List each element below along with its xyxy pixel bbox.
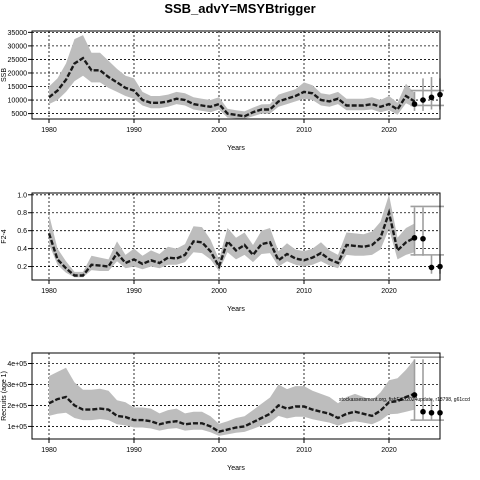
x-axis-title: Years — [227, 465, 245, 472]
y-axis-title: Recruits (age 1) — [1, 371, 8, 421]
y-tick-label: 0.2 — [17, 264, 27, 271]
x-tick-label: 2020 — [381, 447, 397, 454]
projection-point — [428, 409, 435, 416]
source-annotation: stockassessment.org, fishFit2/2024update… — [339, 397, 470, 403]
confidence-band — [49, 194, 415, 278]
y-tick-label: 35000 — [8, 30, 28, 37]
x-tick-label: 2000 — [211, 288, 227, 295]
y-tick-label: 2e+05 — [7, 403, 27, 410]
confidence-band — [49, 359, 415, 436]
ssb-panel: 1980 1990 2000 2010 2020 5000 10000 15000 20000 2… — [1, 30, 444, 152]
x-tick-label: 2000 — [211, 447, 227, 454]
projection-point — [411, 101, 418, 107]
estimate-line — [48, 56, 416, 118]
y-axis-title: SSB — [1, 68, 8, 82]
y-tick-label: 0.6 — [17, 228, 27, 235]
y-tick-label: 0.8 — [17, 210, 27, 217]
x-tick-label: 1990 — [126, 127, 142, 134]
y-tick-label: 5000 — [11, 111, 27, 118]
projection-point — [420, 408, 426, 415]
y-axis-title: F2-4 — [1, 229, 8, 244]
plot-frame — [31, 352, 441, 440]
plot-frame — [31, 192, 441, 281]
figure-title: SSB_advY=MSYBtrigger — [164, 1, 315, 16]
x-tick-label: 1980 — [41, 288, 57, 295]
x-tick-label: 1990 — [126, 288, 142, 295]
x-tick-label: 1980 — [41, 127, 57, 134]
fishing-mortality-panel: 1980 1990 2000 2010 2020 0.2 0.4 0.6 0.8 1.0 Years… — [1, 192, 444, 313]
y-tick-label: 25000 — [8, 57, 28, 64]
x-tick-label: 2010 — [296, 288, 312, 295]
plot-frame — [31, 30, 441, 120]
recruitment-panel: 1980 1990 2000 2010 2020 1e+05 2e+05 3e+05 4e+05… — [1, 352, 470, 472]
y-tick-label: 15000 — [8, 84, 28, 91]
projection-point — [411, 235, 418, 241]
estimate-line — [48, 392, 415, 433]
x-tick-label: 2010 — [296, 447, 312, 454]
y-tick-label: 0.4 — [17, 246, 27, 253]
projection-point — [420, 235, 426, 242]
y-tick-label: 1.0 — [17, 192, 27, 199]
y-tick-label: 30000 — [8, 43, 28, 50]
y-tick-label: 4e+05 — [7, 361, 27, 368]
projection-point — [428, 264, 435, 271]
estimate-line — [47, 208, 416, 277]
x-axis-title: Years — [227, 145, 245, 152]
x-tick-label: 1990 — [126, 447, 142, 454]
y-tick-label: 20000 — [8, 70, 28, 77]
projection-point — [411, 392, 418, 398]
x-tick-label: 2020 — [381, 127, 397, 134]
x-tick-label: 2000 — [211, 127, 227, 134]
x-axis-title: Years — [227, 306, 245, 313]
y-tick-label: 10000 — [8, 98, 28, 105]
x-tick-label: 2020 — [381, 288, 397, 295]
projection-point — [420, 97, 426, 103]
y-tick-label: 3e+05 — [7, 382, 27, 389]
y-tick-label: 1e+05 — [7, 424, 27, 431]
x-tick-label: 1980 — [41, 447, 57, 454]
x-tick-label: 2010 — [296, 127, 312, 134]
projection-point — [428, 94, 435, 101]
